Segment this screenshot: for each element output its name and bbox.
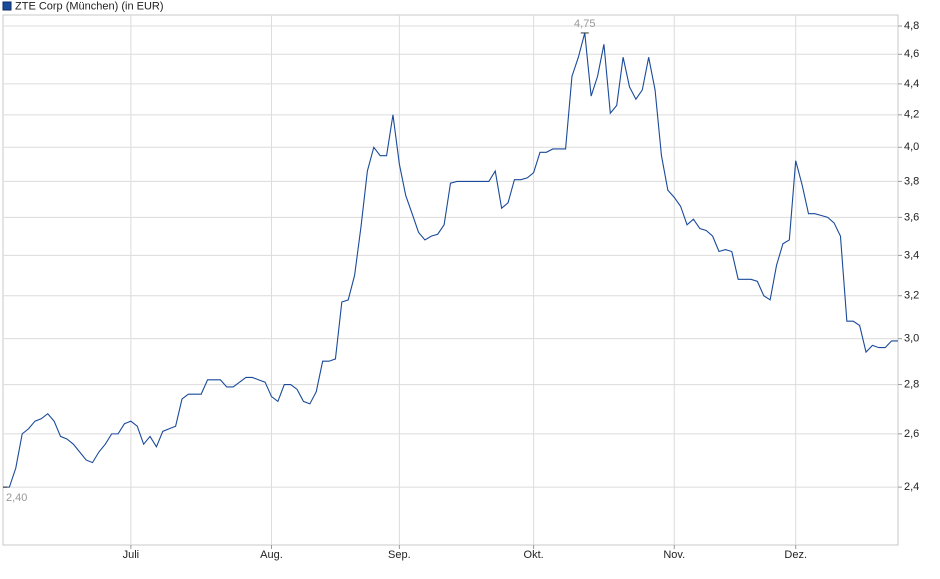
y-tick-label: 3,6 [904,211,919,223]
value-label: 4,75 [574,18,595,30]
y-tick-label: 4,0 [904,141,919,153]
value-label: 2,40 [6,492,27,504]
y-tick-label: 4,8 [904,20,919,32]
legend-label: ZTE Corp (München) (in EUR) [15,0,164,12]
x-tick-label: Okt. [524,549,544,561]
plot-frame [2,14,899,546]
y-tick-label: 3,0 [904,333,919,345]
legend-swatch [2,1,12,11]
y-tick-label: 2,6 [904,428,919,440]
y-tick-label: 3,2 [904,290,919,302]
price-line [3,32,898,488]
y-tick-label: 3,8 [904,175,919,187]
y-tick-label: 3,4 [904,249,919,261]
x-tick-label: Aug. [260,549,283,561]
x-tick-label: Nov. [663,549,685,561]
y-tick-label: 4,6 [904,48,919,60]
x-tick-label: Dez. [784,549,807,561]
y-tick-label: 4,2 [904,109,919,121]
y-tick-label: 2,8 [904,378,919,390]
x-tick-label: Juli [123,549,140,561]
y-tick-label: 2,4 [904,481,919,493]
x-tick-label: Sep. [388,549,411,561]
y-tick-label: 4,4 [904,78,919,90]
